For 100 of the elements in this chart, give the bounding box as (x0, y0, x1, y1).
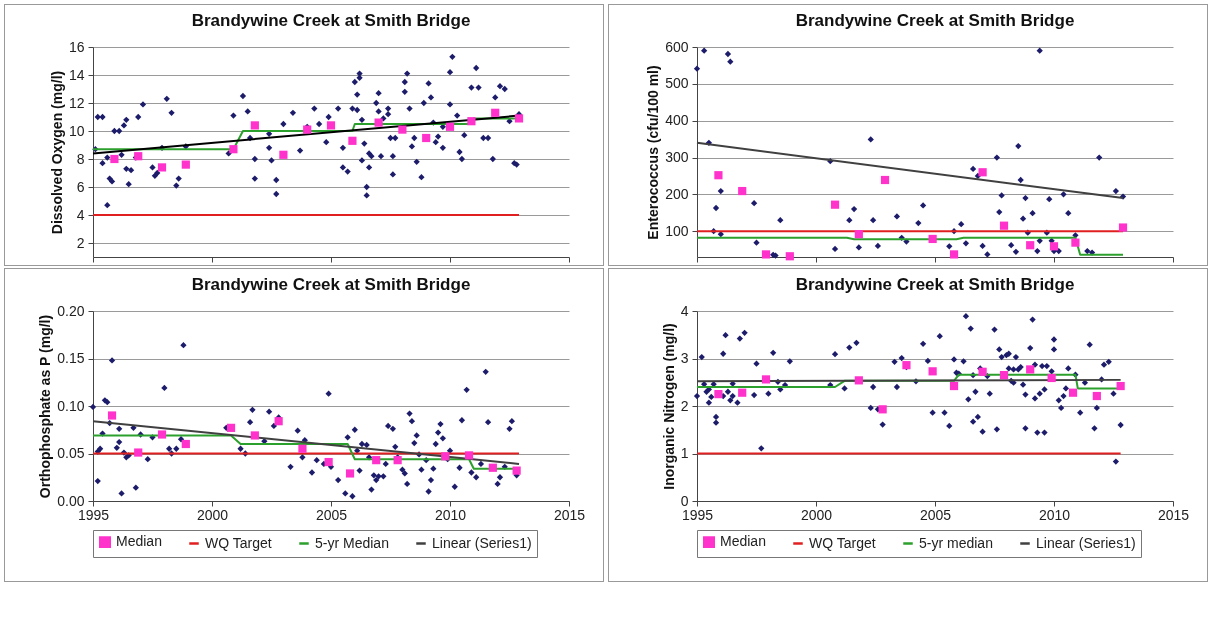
y-tick-label: 3 (680, 350, 689, 366)
point (1026, 241, 1035, 250)
chart-title: Brandywine Creek at Smith Bridge (795, 275, 1075, 294)
y-tick-label: 12 (68, 94, 85, 111)
point (134, 448, 143, 457)
point (978, 168, 987, 177)
point (134, 152, 143, 161)
point (250, 121, 259, 130)
point (422, 133, 431, 143)
y-axis-title: Inorganic Nitrogen (mg/l) (660, 323, 677, 490)
point (374, 118, 383, 127)
x-tick-label: 2010 (434, 506, 467, 523)
y-axis-title: Enterococcus (cfu/100 ml) (645, 65, 662, 240)
y-axis-title: Orthophosphate as P (mg/l) (37, 314, 54, 499)
point (298, 444, 307, 453)
point (999, 371, 1009, 380)
y-tick-label: 8 (76, 150, 85, 167)
point (157, 163, 167, 172)
point (714, 171, 723, 180)
x-tick-label: 2000 (800, 506, 833, 523)
point (324, 457, 333, 467)
point (738, 186, 747, 196)
chart-title: Brandywine Creek at Smith Bridge (191, 11, 471, 30)
x-tick-label: 2005 (315, 506, 348, 523)
point (326, 121, 336, 130)
point (345, 469, 355, 478)
point (999, 221, 1009, 230)
x-tick-label: 2015 (1157, 506, 1190, 523)
point (1092, 391, 1101, 401)
point (761, 250, 771, 259)
legend-label: 5-yr median (919, 534, 993, 551)
point (978, 367, 987, 376)
point (372, 456, 381, 465)
point (348, 136, 357, 145)
point (785, 252, 794, 261)
point (1047, 373, 1056, 383)
point (949, 381, 959, 391)
legend-label: WQ Target (205, 534, 272, 551)
x-tick-label: 2005 (919, 506, 952, 523)
x-tick-label: 2000 (196, 506, 229, 523)
point (512, 466, 521, 475)
y-tick-label: 300 (665, 149, 689, 166)
point (1026, 365, 1035, 374)
x-tick-label: 1995 (77, 506, 110, 523)
y-tick-label: 0.15 (57, 350, 85, 366)
point (464, 451, 474, 460)
y-tick-label: 4 (680, 302, 689, 319)
point (491, 108, 500, 117)
y-tick-label: 2 (76, 234, 85, 251)
point (488, 463, 497, 472)
point (279, 150, 288, 159)
y-tick-label: 0.20 (57, 302, 85, 319)
point (878, 405, 887, 414)
x-tick-label: 2010 (1038, 506, 1071, 523)
point (1118, 223, 1128, 232)
point (928, 234, 937, 244)
y-tick-label: 16 (68, 38, 85, 55)
y-tick-label: 0.10 (57, 397, 85, 414)
point (761, 375, 771, 384)
point (1071, 238, 1080, 247)
y-tick-label: 2 (680, 397, 689, 414)
point (949, 250, 959, 259)
point (441, 452, 450, 461)
point (854, 230, 863, 239)
y-tick-label: 10 (68, 122, 85, 139)
point (880, 175, 890, 185)
y-tick-label: 400 (665, 112, 689, 129)
point (398, 125, 407, 134)
legend-label: Linear (Series1) (432, 534, 532, 551)
point (1068, 388, 1078, 397)
legend-label: Linear (Series1) (1036, 534, 1136, 551)
point (714, 390, 723, 399)
y-tick-label: 100 (665, 222, 689, 239)
point (229, 145, 238, 154)
point (393, 456, 402, 465)
x-tick-label: 1995 (681, 506, 714, 523)
y-tick-label: 14 (68, 66, 85, 83)
point (830, 200, 840, 209)
point (157, 430, 167, 439)
chart-title: Brandywine Creek at Smith Bridge (795, 11, 1075, 30)
point (854, 376, 863, 385)
point (1049, 242, 1059, 251)
x-tick-label: 2015 (553, 506, 586, 523)
y-tick-label: 0.05 (57, 445, 85, 461)
y-tick-label: 6 (76, 178, 85, 195)
y-tick-label: 0.00 (57, 492, 85, 509)
point (467, 117, 476, 126)
y-tick-label: 1 (680, 445, 689, 461)
legend-label: Median (116, 533, 162, 550)
legend-label: WQ Target (809, 534, 876, 551)
point (274, 417, 283, 426)
y-tick-label: 500 (665, 75, 689, 92)
point (1116, 381, 1125, 391)
point (303, 125, 312, 134)
point (107, 411, 117, 420)
legend-label: 5-yr Median (315, 534, 389, 551)
point (250, 431, 259, 440)
y-tick-label: 0 (680, 492, 689, 509)
point (514, 114, 524, 123)
point (110, 154, 119, 164)
